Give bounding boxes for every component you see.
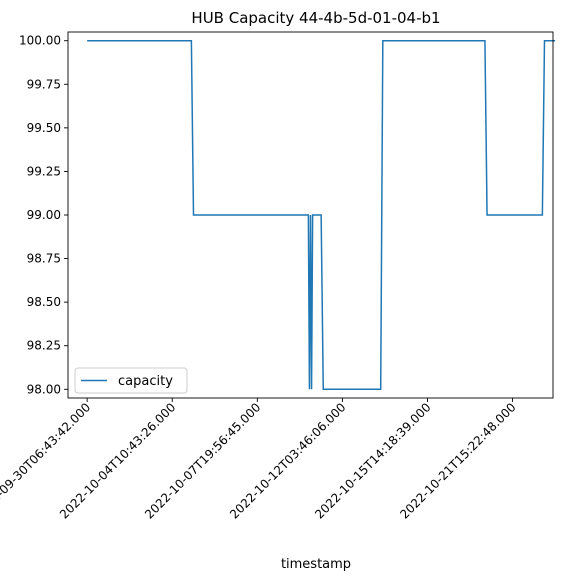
y-tick-label: 98.25 (27, 339, 61, 353)
y-tick-label: 99.50 (27, 121, 61, 135)
x-axis-label: timestamp (281, 557, 351, 572)
y-tick-label: 100.00 (19, 34, 61, 48)
y-tick-label: 98.50 (27, 295, 61, 309)
legend-box (74, 367, 188, 394)
legend-label: capacity (118, 374, 173, 389)
y-tick-label: 98.75 (27, 252, 61, 266)
series-line-capacity (87, 39, 556, 391)
y-tick-label: 99.75 (27, 77, 61, 91)
y-tick-label: 98.00 (27, 382, 61, 396)
y-tick-label: 99.25 (27, 164, 61, 178)
legend: capacity (74, 367, 188, 394)
y-tick-label: 99.00 (27, 208, 61, 222)
chart-title: HUB Capacity 44-4b-5d-01-04-b1 (191, 9, 440, 27)
